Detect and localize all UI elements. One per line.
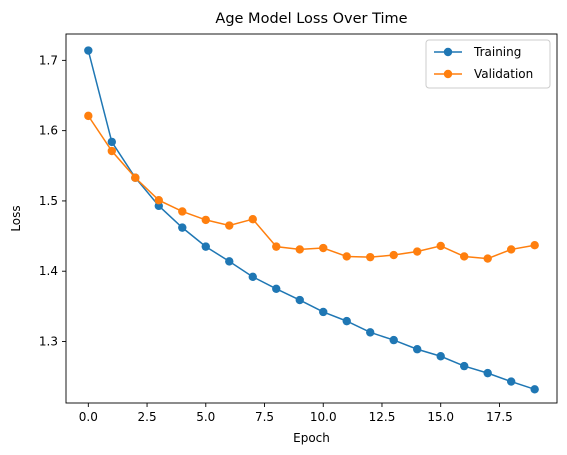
- data-point: [460, 252, 469, 261]
- x-axis-label: Epoch: [293, 431, 330, 445]
- series-layer: [84, 46, 539, 394]
- series-line: [87, 115, 535, 260]
- x-tick-label: 0.0: [79, 410, 98, 424]
- data-point: [272, 242, 281, 251]
- data-point: [319, 243, 328, 253]
- data-point: [178, 223, 187, 232]
- data-point: [84, 46, 93, 55]
- x-axis-ticks: 0.0 2.5 5.0 7.5 10.0 12.5 15.0 17.5: [79, 403, 513, 424]
- data-point: [342, 252, 351, 261]
- x-tick-label: 2.5: [138, 410, 157, 424]
- data-point: [483, 368, 492, 378]
- data-point: [460, 361, 469, 371]
- data-point: [84, 111, 93, 121]
- data-point: [413, 247, 422, 256]
- plot-area: 0.0 2.5 5.0 7.5 10.0 12.5 15.0 17.5 1.31.41.51.…: [39, 33, 558, 424]
- data-point: [178, 207, 187, 216]
- data-point: [530, 241, 539, 250]
- data-point: [131, 173, 140, 182]
- x-tick-label: 12.5: [369, 410, 396, 424]
- legend: Training Validation: [425, 39, 551, 89]
- y-tick-label: 1.3: [39, 335, 58, 349]
- data-point: [366, 252, 375, 262]
- series-training: [84, 46, 539, 394]
- data-point: [201, 215, 210, 225]
- data-point: [225, 257, 234, 266]
- data-point: [201, 242, 210, 251]
- x-tick-label: 7.5: [255, 410, 274, 424]
- data-point: [154, 196, 163, 205]
- data-point: [225, 221, 234, 230]
- y-axis-label: Loss: [9, 205, 23, 231]
- data-point: [295, 245, 304, 254]
- data-point: [506, 245, 516, 254]
- data-point: [389, 250, 398, 260]
- y-tick-label: 1.7: [39, 53, 58, 67]
- legend-marker: [443, 47, 453, 57]
- data-point: [506, 377, 516, 386]
- x-tick-label: 15.0: [427, 410, 454, 424]
- x-tick-label: 17.5: [486, 410, 513, 424]
- data-point: [272, 284, 281, 293]
- legend-label: Validation: [474, 67, 533, 81]
- data-point: [248, 272, 257, 282]
- series-validation: [84, 111, 539, 263]
- x-tick-label: 5.0: [196, 410, 215, 424]
- data-point: [107, 137, 117, 147]
- data-point: [248, 215, 257, 224]
- data-point: [483, 254, 492, 263]
- y-axis-ticks: 1.3 1.4 1.5 1.6 1.7: [39, 53, 66, 349]
- data-point: [436, 352, 445, 361]
- y-tick-label: 1.5: [39, 194, 58, 208]
- chart-title: Age Model Loss Over Time: [215, 11, 407, 27]
- data-point: [107, 146, 117, 156]
- data-point: [413, 345, 422, 354]
- data-point: [295, 295, 304, 305]
- data-point: [530, 385, 539, 394]
- series-line: [87, 50, 535, 391]
- axes-frame: [65, 33, 558, 404]
- x-tick-label: 10.0: [310, 410, 337, 424]
- legend-marker: [443, 69, 453, 79]
- data-point: [389, 335, 398, 345]
- data-point: [366, 328, 375, 337]
- data-point: [342, 316, 351, 326]
- legend-item-training: Training: [434, 45, 521, 59]
- data-point: [319, 307, 328, 317]
- data-point: [436, 241, 445, 251]
- legend-item-validation: Validation: [434, 67, 533, 81]
- y-tick-label: 1.4: [39, 264, 58, 278]
- legend-label: Training: [473, 45, 521, 59]
- y-tick-label: 1.6: [39, 124, 58, 138]
